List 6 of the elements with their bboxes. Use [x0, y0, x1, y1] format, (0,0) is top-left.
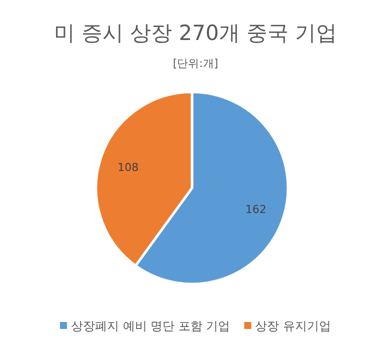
chart-subtitle: [단위:개]: [172, 57, 218, 70]
legend-label: 상장 유지기업: [255, 319, 332, 333]
data-label: 108: [118, 161, 139, 174]
chart-title: 미 증시 상장 270개 중국 기업: [54, 21, 338, 45]
data-label: 162: [245, 202, 266, 216]
legend-label: 상장폐지 예비 명단 포함 기업: [70, 319, 230, 333]
